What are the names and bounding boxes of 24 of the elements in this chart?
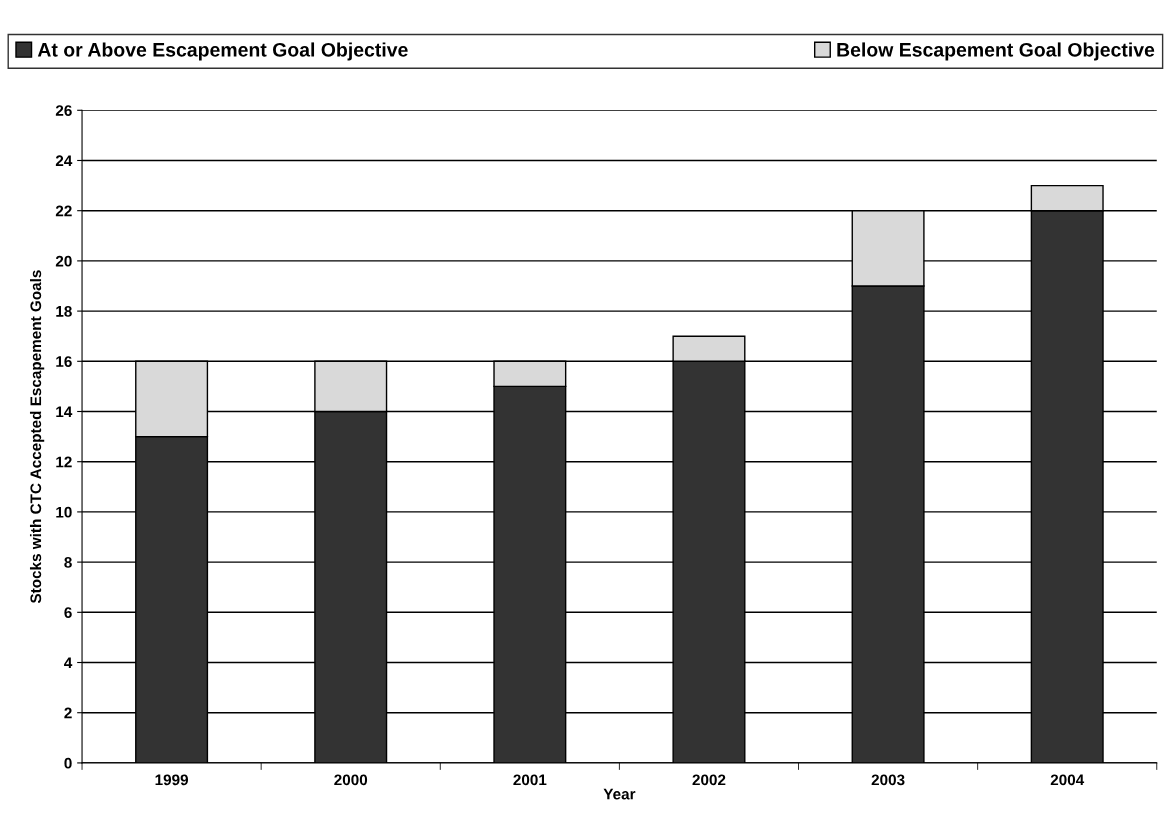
y-tick-label: 26 xyxy=(55,105,72,116)
y-tick-label: 14 xyxy=(56,406,73,418)
x-tick-label: 1999 xyxy=(155,774,189,786)
x-tick-label: 2001 xyxy=(513,774,547,786)
x-tick-label: 2004 xyxy=(1050,774,1085,786)
y-tick-label: 10 xyxy=(56,506,72,518)
x-tick-label: 2000 xyxy=(334,774,368,786)
y-tick-label: 6 xyxy=(64,607,72,618)
y-axis-title: Stocks with CTC Accepted Escapement Goals xyxy=(29,270,45,604)
legend-label: Below Escapement Goal Objective xyxy=(837,42,1155,61)
y-tick-label: 2 xyxy=(64,707,72,719)
y-tick-label: 22 xyxy=(55,205,72,217)
y-tick-label: 0 xyxy=(64,757,72,769)
x-tick-label: 2002 xyxy=(692,774,726,786)
y-tick-label: 8 xyxy=(64,556,72,568)
x-tick-label: 2003 xyxy=(871,774,905,786)
legend-label: At or Above Escapement Goal Objective xyxy=(37,42,408,61)
y-tick-label: 20 xyxy=(55,255,72,267)
y-tick-label: 24 xyxy=(55,155,73,167)
y-tick-label: 16 xyxy=(56,356,72,367)
y-tick-label: 12 xyxy=(56,456,72,468)
x-axis-title: Year xyxy=(603,788,636,800)
y-tick-label: 4 xyxy=(64,657,73,669)
y-tick-label: 18 xyxy=(56,305,72,317)
